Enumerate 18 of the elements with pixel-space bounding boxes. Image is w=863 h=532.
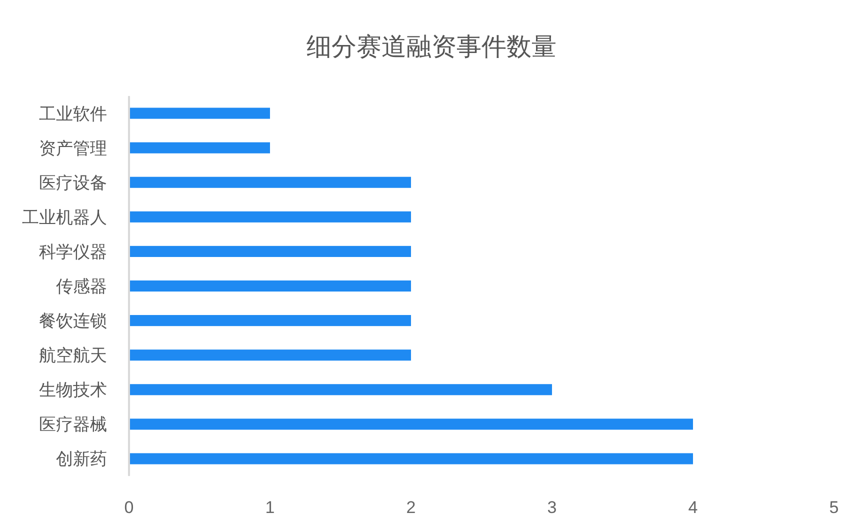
y-tick-label: 工业软件 xyxy=(39,104,107,124)
x-tick-label: 0 xyxy=(124,498,134,517)
x-tick-label: 2 xyxy=(406,498,416,517)
y-tick-label: 生物技术 xyxy=(39,380,107,400)
y-tick-label: 医疗器械 xyxy=(39,415,107,434)
x-tick-label: 1 xyxy=(265,498,275,517)
y-tick-label: 医疗设备 xyxy=(39,173,107,192)
x-tick-label: 3 xyxy=(547,498,557,517)
y-tick-label: 资产管理 xyxy=(39,138,107,158)
y-tick-label: 传感器 xyxy=(56,277,107,296)
y-tick-label: 工业机器人 xyxy=(22,208,107,227)
y-tick-label: 餐饮连锁 xyxy=(39,312,107,331)
y-tick-label: 创新药 xyxy=(56,450,107,469)
y-tick-label: 科学仪器 xyxy=(39,242,107,262)
x-tick-label: 5 xyxy=(829,498,839,517)
y-tick-label: 航空航天 xyxy=(39,346,107,366)
chart-title: 细分赛道融资事件数量 xyxy=(306,33,556,61)
x-tick-label: 4 xyxy=(688,498,698,517)
